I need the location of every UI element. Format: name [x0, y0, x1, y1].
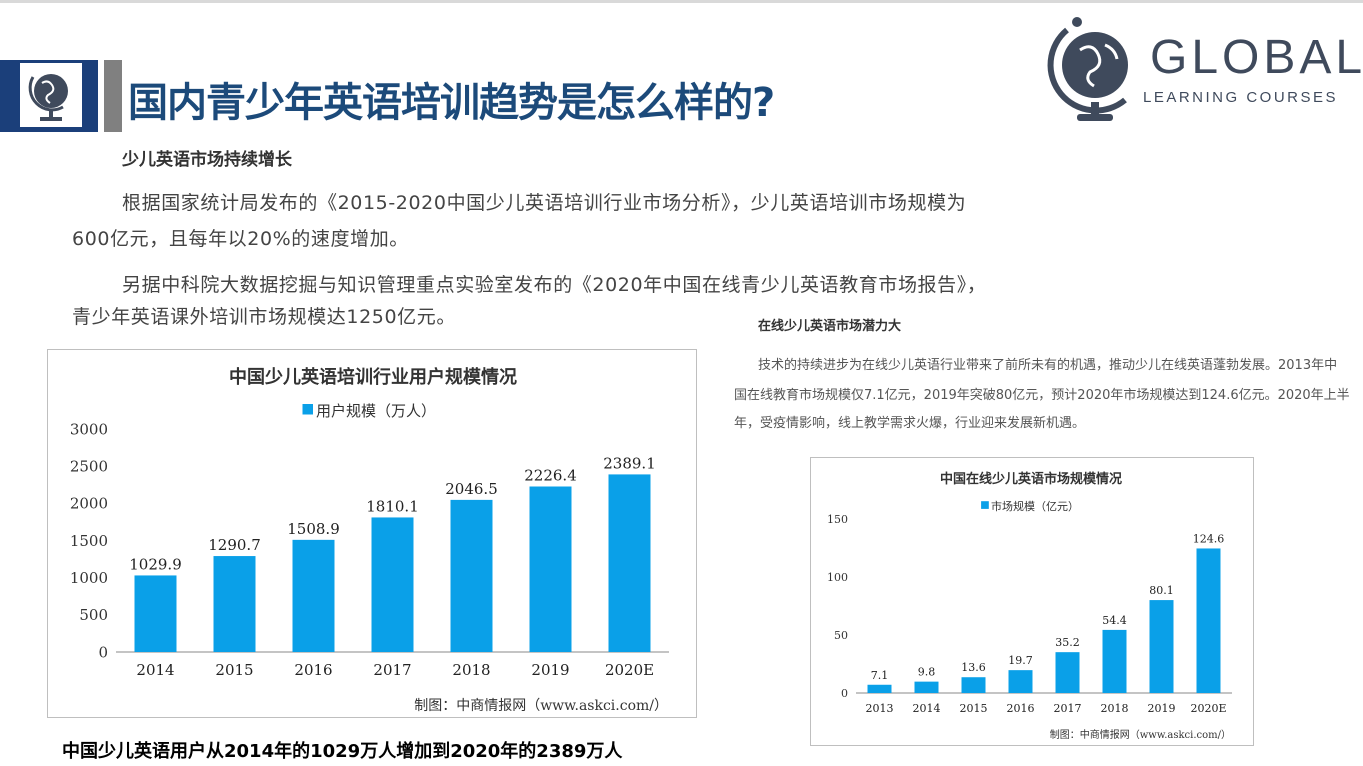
y-tick-label: 3000	[70, 420, 108, 438]
section-heading-online: 在线少儿英语市场潜力大	[758, 319, 902, 334]
bar	[608, 474, 651, 652]
data-label: 80.1	[1149, 584, 1174, 597]
global-learning-logo	[1045, 10, 1155, 125]
data-label: 35.2	[1055, 636, 1080, 649]
data-label: 2046.5	[445, 480, 498, 498]
y-tick-label: 150	[827, 513, 848, 526]
bar	[292, 539, 335, 652]
x-tick-label: 2017	[1054, 702, 1082, 715]
data-label: 1810.1	[366, 497, 419, 515]
x-tick-label: 2018	[452, 661, 490, 679]
chart-title: 中国在线少儿英语市场规模情况	[940, 471, 1122, 487]
paragraph-line: 国在线教育市场规模仅7.1亿元，2019年突破80亿元，预计2020年市场规模达…	[734, 388, 1350, 403]
bar	[1055, 652, 1080, 693]
logo-globe-icon	[1047, 17, 1128, 121]
data-label: 13.6	[961, 661, 986, 674]
top-border	[0, 0, 1363, 3]
x-tick-label: 2016	[1007, 702, 1035, 715]
chart-online-market: 中国在线少儿英语市场规模情况市场规模（亿元） 0 50 100 150 7.1 2013 9.…	[810, 457, 1254, 746]
bar	[1102, 629, 1127, 693]
data-label: 124.6	[1193, 532, 1225, 545]
bar	[961, 677, 986, 693]
chart-caption: 中国少儿英语用户从2014年的1029万人增加到2020年的2389万人	[62, 741, 623, 762]
data-label: 54.4	[1102, 614, 1127, 627]
bar	[371, 517, 414, 652]
page-title: 国内青少年英语培训趋势是怎么样的?	[128, 80, 775, 126]
x-tick-label: 2014	[136, 661, 174, 679]
y-tick-label: 1500	[70, 532, 108, 550]
bar	[867, 684, 892, 693]
y-tick-label: 50	[834, 629, 848, 642]
bar	[134, 575, 177, 652]
y-tick-label: 100	[827, 571, 848, 584]
y-tick-label: 500	[79, 606, 108, 624]
chart-user-scale: 中国少儿英语培训行业用户规模情况用户规模（万人） 0 500 1000 1500 2000…	[47, 349, 697, 718]
data-label: 2226.4	[524, 467, 577, 485]
paragraph-line: 青少年英语课外培训市场规模达1250亿元。	[72, 306, 456, 328]
x-tick-label: 2020E	[1190, 702, 1226, 715]
data-label: 2389.1	[603, 454, 656, 472]
y-tick-label: 2500	[70, 457, 108, 475]
header-divider-bar	[104, 60, 122, 132]
x-tick-label: 2016	[294, 661, 332, 679]
x-tick-label: 2019	[531, 661, 569, 679]
legend-label: 市场规模（亿元）	[991, 499, 1079, 513]
globe-icon	[20, 63, 82, 127]
paragraph-line: 根据国家统计局发布的《2015-2020中国少儿英语培训行业市场分析》，少儿英语…	[122, 192, 967, 214]
x-tick-label: 2017	[373, 661, 411, 679]
legend-swatch	[981, 501, 989, 509]
x-tick-label: 2015	[215, 661, 253, 679]
x-tick-label: 2018	[1101, 702, 1129, 715]
logo-subtitle: LEARNING COURSES	[1143, 89, 1339, 106]
legend-label: 用户规模（万人）	[316, 402, 436, 420]
chart-title: 中国少儿英语培训行业用户规模情况	[229, 366, 517, 388]
x-tick-label: 2015	[960, 702, 988, 715]
chart-source: 制图：中商情报网（www.askci.com/）	[414, 698, 668, 714]
data-label: 1290.7	[208, 536, 261, 554]
paragraph-line: 技术的持续进步为在线少儿英语行业带来了前所未有的机遇，推动少儿在线英语蓬勃发展。…	[758, 358, 1338, 373]
paragraph-line: 另据中科院大数据挖掘与知识管理重点实验室发布的《2020年中国在线青少儿英语教育…	[122, 274, 987, 296]
bar	[1149, 600, 1174, 693]
data-label: 1508.9	[287, 520, 340, 538]
bar	[1008, 670, 1033, 693]
paragraph-line: 年，受疫情影响，线上教学需求火爆，行业迎来发展新机遇。	[734, 416, 1086, 431]
paragraph-line: 600亿元，且每年以20%的速度增加。	[72, 228, 409, 250]
x-tick-label: 2013	[866, 702, 894, 715]
section-heading-growth: 少儿英语市场持续增长	[122, 150, 292, 170]
x-tick-label: 2014	[913, 702, 941, 715]
chart-source: 制图：中商情报网（www.askci.com/）	[1050, 728, 1231, 741]
bar	[1196, 548, 1221, 693]
data-label: 1029.9	[129, 555, 182, 573]
bar	[213, 556, 256, 652]
bar	[450, 499, 493, 652]
logo-wordmark: GLOBAL	[1150, 31, 1363, 84]
bar	[914, 681, 939, 693]
y-tick-label: 1000	[70, 569, 108, 587]
y-tick-label: 0	[98, 643, 108, 661]
data-label: 7.1	[871, 669, 889, 682]
y-tick-label: 2000	[70, 495, 108, 513]
data-label: 19.7	[1008, 654, 1033, 667]
x-tick-label: 2019	[1148, 702, 1176, 715]
legend-swatch	[302, 404, 313, 415]
data-label: 9.8	[918, 666, 936, 679]
y-tick-label: 0	[841, 687, 848, 700]
bar	[529, 486, 572, 652]
x-tick-label: 2020E	[605, 661, 654, 679]
